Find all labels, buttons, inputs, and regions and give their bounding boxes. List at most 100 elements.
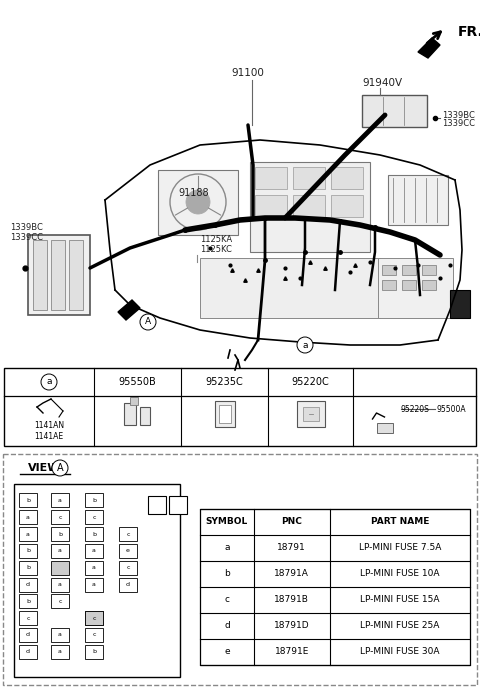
Bar — [19, 628, 37, 642]
Bar — [362, 95, 427, 127]
Text: c: c — [26, 616, 30, 621]
Bar — [119, 561, 137, 574]
Bar — [119, 544, 137, 558]
Bar — [119, 527, 137, 541]
Bar — [200, 509, 470, 665]
Text: d: d — [224, 621, 230, 630]
Text: 95220S: 95220S — [400, 405, 430, 413]
Bar — [85, 561, 103, 574]
Bar — [85, 645, 103, 659]
Bar — [378, 258, 453, 318]
Text: a: a — [224, 544, 230, 552]
Text: c: c — [126, 532, 130, 537]
Text: 18791E: 18791E — [275, 647, 309, 656]
Bar — [19, 611, 37, 625]
Text: 18791B: 18791B — [275, 596, 309, 605]
Text: b: b — [224, 570, 230, 579]
Bar — [51, 510, 69, 524]
Text: a: a — [302, 341, 308, 350]
Text: d: d — [26, 632, 30, 638]
Text: b: b — [92, 532, 96, 537]
Text: 1125KC: 1125KC — [200, 246, 232, 255]
Bar — [140, 407, 149, 425]
Text: 91100: 91100 — [231, 68, 264, 78]
Text: a: a — [92, 548, 96, 553]
Text: LP-MINI FUSE 10A: LP-MINI FUSE 10A — [360, 570, 440, 579]
Bar — [85, 577, 103, 592]
Text: d: d — [26, 649, 30, 654]
Bar — [255, 167, 287, 189]
Text: c: c — [92, 616, 96, 621]
Bar — [376, 423, 393, 433]
Text: b: b — [92, 649, 96, 654]
Bar — [255, 195, 287, 217]
Polygon shape — [418, 38, 440, 58]
Text: d: d — [126, 582, 130, 587]
Text: A: A — [57, 463, 63, 473]
Bar — [148, 496, 166, 514]
Text: 95500A: 95500A — [436, 405, 466, 413]
Text: b: b — [58, 532, 62, 537]
Text: c: c — [58, 599, 62, 604]
Text: 18791: 18791 — [277, 544, 306, 552]
Text: 1125KA: 1125KA — [200, 235, 232, 244]
Text: e: e — [224, 647, 230, 656]
Bar — [19, 594, 37, 608]
Bar — [119, 577, 137, 592]
Text: 1339BC: 1339BC — [442, 111, 475, 120]
Text: a: a — [26, 515, 30, 519]
Bar — [51, 493, 69, 508]
Bar — [293, 195, 325, 217]
Circle shape — [297, 337, 313, 353]
Text: a: a — [46, 378, 52, 387]
Text: c: c — [58, 515, 62, 519]
Bar — [85, 493, 103, 508]
Bar — [302, 407, 319, 421]
Text: 18791A: 18791A — [275, 570, 309, 579]
Bar — [293, 167, 325, 189]
Bar — [51, 544, 69, 558]
Text: a: a — [58, 632, 62, 638]
Bar — [19, 527, 37, 541]
Text: e: e — [126, 548, 130, 553]
Bar — [19, 493, 37, 508]
Text: d: d — [26, 582, 30, 587]
Bar — [422, 265, 436, 275]
Bar — [402, 265, 416, 275]
Bar — [19, 544, 37, 558]
Text: 1339BC: 1339BC — [10, 224, 43, 233]
Text: LP-MINI FUSE 25A: LP-MINI FUSE 25A — [360, 621, 440, 630]
Bar — [51, 628, 69, 642]
Bar — [4, 368, 476, 446]
Text: c: c — [126, 565, 130, 570]
Text: 91188: 91188 — [178, 188, 209, 198]
Bar — [200, 258, 380, 318]
Bar — [33, 240, 47, 310]
Bar — [28, 235, 90, 315]
Text: a: a — [58, 548, 62, 553]
Text: 1339CC: 1339CC — [10, 233, 43, 242]
Text: 1141AN
1141AE: 1141AN 1141AE — [34, 421, 64, 441]
Bar — [69, 240, 83, 310]
Bar — [130, 397, 137, 405]
Circle shape — [41, 374, 57, 390]
Bar — [85, 611, 103, 625]
Bar — [331, 195, 363, 217]
Bar — [297, 401, 324, 427]
Text: PART NAME: PART NAME — [371, 517, 429, 526]
Bar — [169, 496, 187, 514]
Text: a: a — [92, 565, 96, 570]
Bar — [19, 577, 37, 592]
Bar — [422, 280, 436, 290]
Circle shape — [52, 460, 68, 476]
Text: b: b — [26, 565, 30, 570]
Circle shape — [186, 190, 210, 214]
Text: PNC: PNC — [281, 517, 302, 526]
Text: c: c — [225, 596, 229, 605]
Polygon shape — [118, 300, 140, 320]
Bar — [215, 401, 235, 427]
Text: 91940V: 91940V — [362, 78, 402, 88]
Text: SYMBOL: SYMBOL — [206, 517, 248, 526]
Bar — [3, 454, 477, 685]
Text: b: b — [26, 498, 30, 503]
